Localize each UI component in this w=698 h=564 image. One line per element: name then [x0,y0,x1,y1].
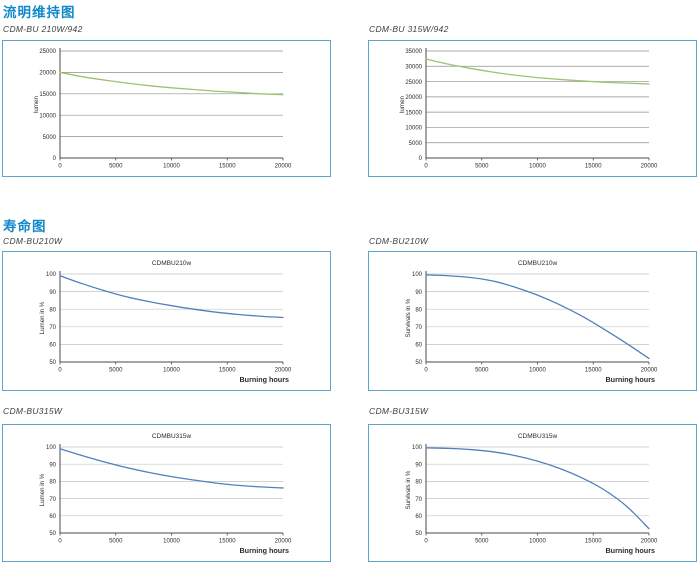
svg-text:5000: 5000 [109,539,123,545]
svg-text:Burning hours: Burning hours [239,375,289,384]
svg-text:10000: 10000 [529,539,546,545]
svg-text:20000: 20000 [39,71,56,77]
chart-label-lumen-315: CDM-BU 315W/942 [369,24,449,34]
chart-label-life-survival-315: CDM-BU315W [369,406,429,416]
svg-text:15000: 15000 [585,539,602,545]
svg-text:10000: 10000 [405,126,422,132]
chart-life-lumen-315w: 50 60 70 80 90 100 0 5000 10000 15000 20000 Lumen i… [2,424,331,562]
svg-text:10000: 10000 [529,368,546,374]
svg-text:20000: 20000 [641,539,658,545]
svg-text:5000: 5000 [109,164,123,170]
svg-text:80: 80 [49,307,56,313]
svg-text:20000: 20000 [405,95,422,101]
svg-text:Burning hours: Burning hours [605,375,655,384]
svg-text:0: 0 [424,539,428,545]
svg-text:70: 70 [415,325,422,331]
svg-text:10000: 10000 [39,113,56,119]
svg-text:15000: 15000 [219,368,236,374]
svg-text:10000: 10000 [163,164,180,170]
svg-text:5000: 5000 [475,164,489,170]
svg-text:0: 0 [58,368,62,374]
svg-text:Lumen in %: Lumen in % [39,473,46,506]
svg-text:Survivals in %: Survivals in % [405,298,412,337]
svg-text:20000: 20000 [641,368,658,374]
svg-text:70: 70 [49,325,56,331]
svg-text:20000: 20000 [275,368,292,374]
svg-text:15000: 15000 [405,110,422,116]
svg-text:20000: 20000 [275,539,292,545]
chart-lumen-maintenance-315w: 0 5000 10000 15000 20000 25000 30000 35000 0 5000… [368,40,697,177]
svg-text:5000: 5000 [409,141,423,147]
svg-text:lumen: lumen [33,96,40,113]
chart-life-lumen-210w: 50 60 70 80 90 100 0 5000 10000 15000 20000 Lumen i… [2,251,331,391]
svg-text:90: 90 [415,462,422,468]
chart-label-lumen-210: CDM-BU 210W/942 [3,24,83,34]
svg-text:Burning hours: Burning hours [605,546,655,555]
svg-text:25000: 25000 [39,49,56,55]
section-heading-lumen-maintenance: 流明维持图 [3,5,76,20]
svg-text:15000: 15000 [585,164,602,170]
svg-text:50: 50 [49,531,56,537]
chart-life-survival-315w: 50 60 70 80 90 100 0 5000 10000 15000 20000 Surviva… [368,424,697,562]
svg-text:50: 50 [49,360,56,366]
svg-text:100: 100 [412,272,423,278]
svg-text:70: 70 [415,497,422,503]
svg-text:Lumen in %: Lumen in % [39,301,46,334]
svg-text:5000: 5000 [109,368,123,374]
svg-text:Survivals in %: Survivals in % [405,470,412,509]
svg-text:90: 90 [415,290,422,296]
svg-text:25000: 25000 [405,80,422,86]
svg-text:Burning hours: Burning hours [239,546,289,555]
svg-text:0: 0 [53,156,57,162]
svg-text:100: 100 [46,272,57,278]
svg-text:60: 60 [415,343,422,349]
svg-text:20000: 20000 [275,164,292,170]
svg-text:CDMBU315w: CDMBU315w [152,433,192,440]
svg-text:15000: 15000 [219,164,236,170]
svg-text:0: 0 [424,368,428,374]
svg-text:60: 60 [49,343,56,349]
chart-life-survival-210w: 50 60 70 80 90 100 0 5000 10000 15000 20000 Surviva… [368,251,697,391]
svg-text:80: 80 [415,480,422,486]
section-heading-lifetime: 寿命图 [3,219,47,234]
svg-text:100: 100 [46,445,57,451]
svg-text:15000: 15000 [39,92,56,98]
svg-text:100: 100 [412,445,423,451]
chart-label-life-lumen-210: CDM-BU210W [3,236,63,246]
svg-text:10000: 10000 [163,539,180,545]
svg-text:50: 50 [415,360,422,366]
svg-text:60: 60 [49,514,56,520]
svg-text:5000: 5000 [43,135,57,141]
chart-label-life-lumen-315: CDM-BU315W [3,406,63,416]
svg-text:0: 0 [424,164,428,170]
svg-text:CDMBU210w: CDMBU210w [518,260,558,267]
svg-text:10000: 10000 [529,164,546,170]
svg-text:CDMBU210w: CDMBU210w [152,260,192,267]
svg-text:35000: 35000 [405,49,422,55]
svg-text:15000: 15000 [585,368,602,374]
svg-text:20000: 20000 [641,164,658,170]
svg-text:0: 0 [58,539,62,545]
svg-text:5000: 5000 [475,539,489,545]
svg-text:80: 80 [415,307,422,313]
svg-text:80: 80 [49,480,56,486]
svg-text:0: 0 [419,156,423,162]
chart-lumen-maintenance-210w: 0 5000 10000 15000 20000 25000 0 5000 10000 15000… [2,40,331,177]
svg-text:CDMBU315w: CDMBU315w [518,433,558,440]
svg-text:90: 90 [49,462,56,468]
svg-text:lumen: lumen [399,96,406,113]
svg-text:0: 0 [58,164,62,170]
svg-text:90: 90 [49,290,56,296]
chart-label-life-survival-210: CDM-BU210W [369,236,429,246]
svg-text:50: 50 [415,531,422,537]
svg-text:60: 60 [415,514,422,520]
svg-text:5000: 5000 [475,368,489,374]
svg-text:30000: 30000 [405,64,422,70]
svg-text:15000: 15000 [219,539,236,545]
svg-text:70: 70 [49,497,56,503]
svg-text:10000: 10000 [163,368,180,374]
